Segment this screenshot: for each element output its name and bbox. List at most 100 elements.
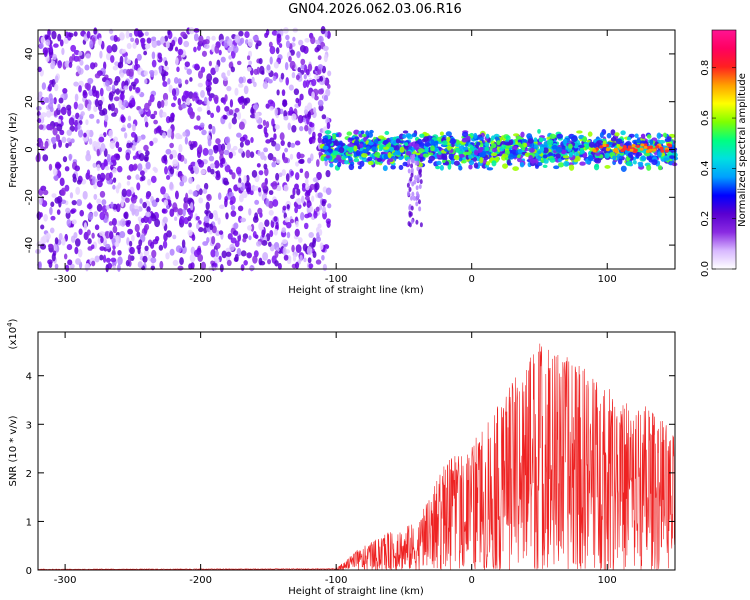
snr-y-tick-label: 3	[26, 420, 32, 431]
spectrogram-cell	[117, 263, 121, 272]
snr-x-tick-label: -300	[54, 575, 77, 586]
spectrogram-cell	[173, 95, 177, 101]
spectrogram-cell	[78, 85, 82, 93]
spectrogram-cell	[163, 99, 168, 107]
spectrogram-cell	[88, 113, 95, 119]
spectrogram-cell	[47, 28, 51, 37]
spectrogram-cell	[249, 190, 254, 196]
spectrogram-cell	[537, 155, 542, 162]
snr-exponent-close: )	[8, 318, 19, 322]
spectrogram-cell	[402, 134, 407, 139]
spectrogram-cell	[289, 60, 296, 70]
spectrogram-cell	[184, 61, 190, 68]
spectrogram-cell	[126, 180, 131, 186]
spectrogram-cell	[238, 76, 244, 84]
spectrogram-cell	[234, 107, 240, 113]
spectrogram-cell	[172, 159, 179, 167]
spectrogram-cell	[87, 238, 92, 245]
spectrogram-cell	[208, 148, 214, 156]
spectrogram-cell	[104, 114, 109, 122]
spectrogram-cell	[274, 107, 278, 117]
spectrogram-cell	[522, 139, 528, 144]
spectrogram-cell	[119, 93, 125, 101]
spectrogram-cell	[53, 110, 58, 117]
spectrogram-cell	[278, 43, 283, 48]
spectrogram-cell	[404, 142, 409, 146]
spectrogram-cell	[418, 206, 422, 212]
spectrogram-cell	[651, 159, 658, 166]
spectrogram-cell	[198, 160, 205, 168]
spectrogram-cell	[287, 141, 292, 148]
spectrogram-cell	[144, 245, 149, 252]
spectrogram-cell	[247, 38, 254, 48]
spectrogram-cell	[283, 184, 289, 192]
spectrogram-cell	[219, 263, 224, 273]
spectrogram-cell	[90, 62, 96, 70]
spectrogram-cell	[636, 144, 641, 149]
spectrogram-cell	[59, 129, 65, 136]
spectrogram-cell	[640, 143, 645, 147]
spectrogram-cell	[305, 69, 310, 76]
spectrogram-cell	[354, 136, 360, 141]
spectrogram-cell	[117, 249, 122, 256]
spectrogram-cell	[237, 205, 244, 212]
spectrogram-cell	[106, 45, 113, 54]
spectrogram-cell	[119, 32, 125, 41]
spectrogram-cell	[138, 239, 143, 247]
spectrogram-cell	[205, 201, 210, 211]
spectrogram-cell	[125, 152, 131, 161]
spectrogram-cell	[231, 172, 236, 180]
spectrogram-cell	[68, 153, 72, 161]
spectrogram-cell	[143, 78, 148, 85]
spectrogram-cell	[132, 155, 137, 160]
spectrogram-cell	[259, 65, 265, 75]
spectrogram-cell	[317, 132, 323, 138]
spectrogram-cell	[61, 237, 66, 246]
spectrogram-cell	[322, 206, 327, 215]
spectrogram-cell	[172, 259, 179, 267]
spectrogram-cell	[245, 149, 251, 159]
spectrogram-cell	[164, 60, 168, 67]
spectrogram-cell	[142, 255, 148, 263]
spectrogram-cell	[138, 32, 144, 37]
spectrogram-cell	[316, 44, 322, 51]
spectrogram-cell	[290, 218, 295, 224]
spectrogram-cell	[112, 65, 119, 71]
spectrogram-cell	[317, 99, 324, 107]
spectrogram-cell	[585, 144, 590, 149]
spectrogram-cell	[619, 142, 624, 147]
spectrogram-cell	[448, 153, 454, 160]
spectrogram-cell	[203, 182, 209, 190]
spectrogram-cell	[123, 85, 129, 90]
spectrogram-cell	[214, 258, 220, 264]
spectrogram-cell	[143, 50, 148, 56]
spectrogram-cell	[625, 161, 632, 167]
spectrogram-cell	[284, 147, 289, 153]
spectrogram-cell	[250, 106, 255, 115]
spectrogram-cell	[200, 169, 206, 175]
spectrogram-cell	[182, 208, 186, 217]
spectrogram-x-tick-label: -200	[189, 274, 212, 285]
spectrogram-cell	[546, 139, 554, 146]
spectrogram-cell	[155, 126, 162, 134]
spectrogram-cell	[314, 74, 320, 80]
spectrogram-cell	[78, 228, 83, 236]
spectrogram-cell	[289, 153, 294, 160]
spectrogram-cell	[186, 97, 191, 106]
spectrogram-x-tick-label: 0	[469, 274, 475, 285]
spectrogram-cell	[365, 130, 370, 136]
spectrogram-cell	[361, 133, 367, 138]
spectrogram-cell	[264, 219, 270, 227]
spectrogram-cell	[117, 61, 124, 69]
spectrogram-cell	[231, 117, 237, 125]
spectrogram-cell	[269, 106, 274, 111]
spectrogram-cell	[511, 145, 518, 150]
spectrogram-cell	[605, 148, 610, 152]
spectrogram-cell	[269, 46, 276, 55]
spectrogram-cell	[83, 132, 87, 138]
spectrogram-cell	[170, 130, 175, 140]
spectrogram-cell	[74, 238, 81, 247]
spectrogram-cell	[280, 139, 285, 146]
spectrogram-cell	[250, 137, 254, 144]
spectrogram-cell	[238, 30, 244, 37]
